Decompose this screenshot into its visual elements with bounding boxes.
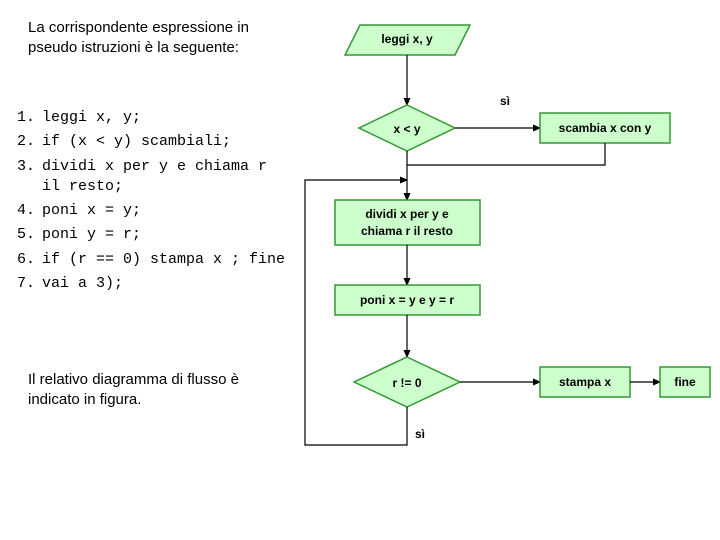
code-line-text: poni y = r; [41, 224, 288, 246]
code-line-text: if (r == 0) stampa x ; fine [41, 249, 288, 271]
node-leggi-label: leggi x, y [381, 32, 433, 46]
node-stampa-label: stampa x [559, 375, 611, 389]
code-line-number: 4. [12, 200, 39, 222]
code-line-text: vai a 3); [41, 273, 288, 295]
code-line-text: leggi x, y; [41, 107, 288, 129]
flowchart: leggi x, y x < y sì scambia x con y divi… [290, 0, 720, 540]
node-dividi-label2: chiama r il resto [361, 224, 453, 238]
node-scambia-label: scambia x con y [559, 121, 652, 135]
code-line-number: 6. [12, 249, 39, 271]
node-rneq-label: r != 0 [392, 376, 421, 390]
code-line-number: 1. [12, 107, 39, 129]
intro-paragraph: La corrispondente espressione in pseudo … [28, 18, 258, 59]
node-fine-label: fine [674, 375, 696, 389]
label-si-bot: sì [415, 427, 425, 441]
code-line-number: 5. [12, 224, 39, 246]
code-line-text: poni x = y; [41, 200, 288, 222]
node-poni-label: poni x = y e y = r [360, 293, 454, 307]
code-line-number: 2. [12, 131, 39, 153]
code-line-number: 3. [12, 156, 39, 199]
node-xy-label: x < y [393, 122, 420, 136]
code-line-text: if (x < y) scambiali; [41, 131, 288, 153]
code-line-number: 7. [12, 273, 39, 295]
node-dividi-label1: dividi x per y e [365, 207, 449, 221]
edge-scambia-return [407, 143, 605, 165]
label-si-top: sì [500, 94, 510, 108]
outro-paragraph: Il relativo diagramma di flusso è indica… [28, 370, 278, 411]
pseudo-code-list: 1.leggi x, y;2.if (x < y) scambiali;3.di… [10, 105, 290, 297]
code-line-text: dividi x per y e chiama r il resto; [41, 156, 288, 199]
